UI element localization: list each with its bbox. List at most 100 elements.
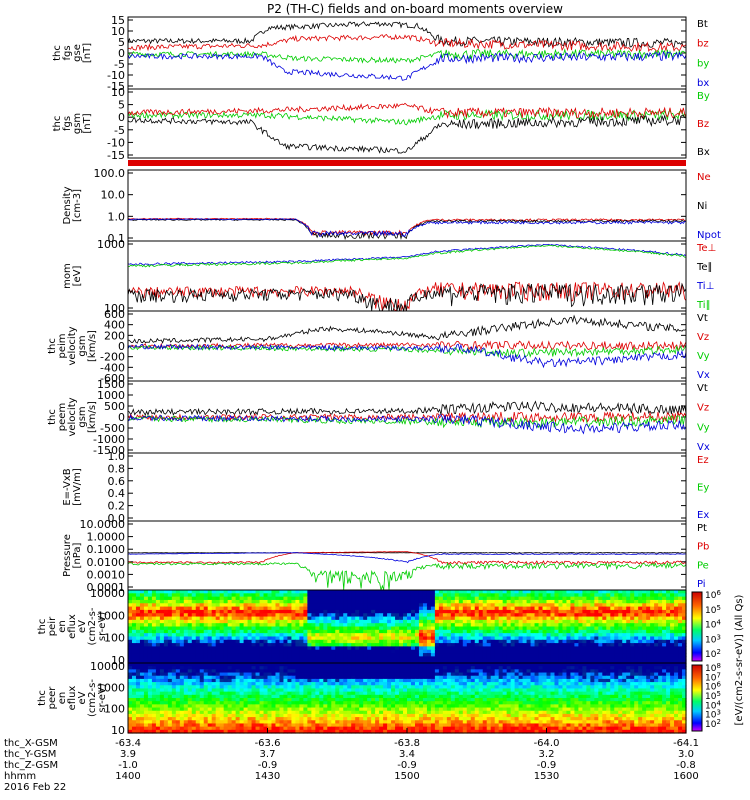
ytick-density: 10.0 (101, 189, 126, 202)
ytick-peir: 10000 (90, 587, 125, 600)
xaxis-value: -1.0 (118, 760, 138, 771)
ytick-peim_vel: -400 (100, 361, 125, 374)
series-peem_vel-Vt (127, 400, 687, 416)
ytick-peim_vel: -200 (100, 351, 125, 364)
ytick-peem_vel: 1000 (97, 389, 125, 402)
xaxis-value: -0.9 (258, 760, 278, 771)
colorbar-peir: 106 105 104 103 102 (691, 589, 721, 662)
legend-density-Ni: Ni (697, 201, 707, 212)
series-peem_vel-Vx (127, 414, 687, 435)
ylabel-peir: sr-eV) (97, 612, 108, 641)
ytick-peer: 100 (104, 703, 125, 716)
xaxis-value: 3.9 (120, 749, 136, 760)
legend-peim_vel-Vx: Vx (697, 370, 710, 381)
legend-efield-Ey: Ey (697, 483, 709, 494)
ylabel-temperature: mom (62, 263, 73, 289)
ytick-peim_vel: 400 (104, 319, 125, 332)
ytick-efield: 0.6 (108, 475, 126, 488)
ytick-fgs_gse: 0 (118, 47, 125, 60)
xaxis-value: 1400 (115, 771, 140, 782)
series-fgs_gsm-By (127, 108, 687, 126)
xaxis-row-label: thc_Z-GSM (4, 760, 58, 771)
legend-peim_vel-Vz: Vz (697, 332, 709, 343)
ytick-pressure: 1.0000 (87, 531, 126, 544)
colorbar-label: [eV/(cm2-s-sr-eV)] (All Qs) (734, 594, 745, 725)
ytick-peim_vel: 0 (118, 340, 125, 353)
ylabel-peir: en (57, 620, 68, 633)
legend-temperature-Te∥: Te∥ (696, 262, 713, 273)
panel-peir: thc peir en eflux eV (cm2-s-sr-eV) 10000 1000 10… (37, 587, 687, 667)
ytick-fgs_gsm: -5 (114, 124, 125, 137)
xaxis-value: 1530 (534, 771, 559, 782)
ylabel-density: [cm-3] (72, 189, 83, 222)
ylabel-fgs_gsm: [nT] (82, 113, 93, 133)
ylabel-fgs_gse: thc (52, 45, 63, 61)
series-temperature-Ti⊥ (127, 243, 687, 266)
ylabel-fgs_gsm: thc (52, 116, 63, 132)
ytick-pressure: 0.0001 (87, 581, 126, 594)
legend-fgs_gsm-By: By (697, 91, 710, 102)
panel-peer: thc peer en eflux eV (cm2-s-sr-eV) 10000 1000 10… (37, 660, 687, 737)
colorbar-tick: 104 (705, 619, 721, 631)
ytick-density: 1.0 (108, 210, 126, 223)
ytick-temperature: 1000 (97, 238, 125, 251)
ytick-fgs_gsm: 0 (118, 111, 125, 124)
series-temperature-Te⊥ (127, 281, 687, 312)
xaxis-value: 1600 (673, 771, 698, 782)
panel-pressure: Pressure [nPa]10.00001.00000.10000.01000.… (62, 518, 709, 594)
frame-efield (127, 452, 687, 522)
legend-efield-Ex: Ex (697, 510, 709, 521)
colorbar-tick: 106 (705, 589, 721, 601)
xaxis-value: 3.2 (539, 749, 555, 760)
ytick-peem_vel: 1500 (97, 378, 125, 391)
ytick-peem_vel: -1000 (93, 433, 125, 446)
ytick-density: 100.0 (94, 167, 126, 180)
xaxis-value: -63.8 (394, 738, 420, 749)
ylabel-peim_vel: velocity (67, 326, 78, 365)
ylabel-peim_vel: gsm (77, 335, 88, 356)
ylabel-fgs_gse: gse (72, 44, 83, 62)
series-density-Npot (127, 218, 687, 237)
ytick-pressure: 10.0000 (80, 518, 126, 531)
ylabel-peem_vel: thc (47, 409, 58, 425)
xaxis-value: 3.7 (260, 749, 276, 760)
date-label: 2016 Feb 22 (4, 782, 66, 793)
ylabel-peir: eflux (67, 614, 78, 639)
ytick-density: 0.1 (108, 232, 126, 245)
frame-fgs_gsm (127, 88, 687, 159)
ylabel-efield: [mV/m] (72, 468, 83, 506)
ylabel-peir: thc (37, 619, 48, 635)
legend-fgs_gsm-Bz: Bz (697, 119, 709, 130)
xaxis-value: -0.9 (397, 760, 417, 771)
xaxis-value: -0.9 (537, 760, 557, 771)
ytick-fgs_gsm: 10 (111, 86, 125, 99)
ylabel-efield: E=-VxB (62, 468, 73, 505)
ylabel-fgs_gsm: gsm (72, 113, 83, 134)
series-fgs_gsm-Bx (127, 114, 687, 154)
legend-temperature-Te⊥: Te⊥ (696, 243, 716, 254)
ylabel-fgs_gse: fgs (62, 45, 73, 60)
ytick-peem_vel: -1500 (93, 444, 125, 457)
plot-title: P2 (TH-C) fields and on-board moments ov… (267, 2, 563, 16)
ytick-peer: 1000 (97, 681, 125, 694)
ytick-fgs_gse: 5 (118, 36, 125, 49)
series-temperature-Ti∥ (128, 244, 687, 268)
legend-pressure-Pi: Pi (697, 579, 706, 590)
ylabel-density: Density (62, 186, 73, 224)
ytick-fgs_gsm: -10 (107, 136, 125, 149)
ytick-pressure: 0.1000 (87, 543, 126, 556)
series-pressure-Pt (127, 551, 687, 554)
ytick-fgs_gse: 10 (111, 25, 125, 38)
ytick-efield: 0.0 (108, 512, 126, 525)
legend-temperature-Ti⊥: Ti⊥ (696, 281, 714, 292)
ytick-peer: 10 (111, 724, 125, 737)
ylabel-peer: sr-eV) (97, 683, 108, 712)
ylabel-peer: (cm2-s- (87, 679, 98, 717)
series-pressure-Pe (127, 561, 687, 592)
panel-efield: E=-VxB [mV/m] 1.00.80.60.40.20.0 Ez Ey Ex (62, 450, 709, 525)
ylabel-fgs_gse: [nT] (82, 43, 93, 63)
legend-peem_vel-Vz: Vz (697, 403, 709, 414)
ylabel-peim_vel: thc (47, 338, 58, 354)
